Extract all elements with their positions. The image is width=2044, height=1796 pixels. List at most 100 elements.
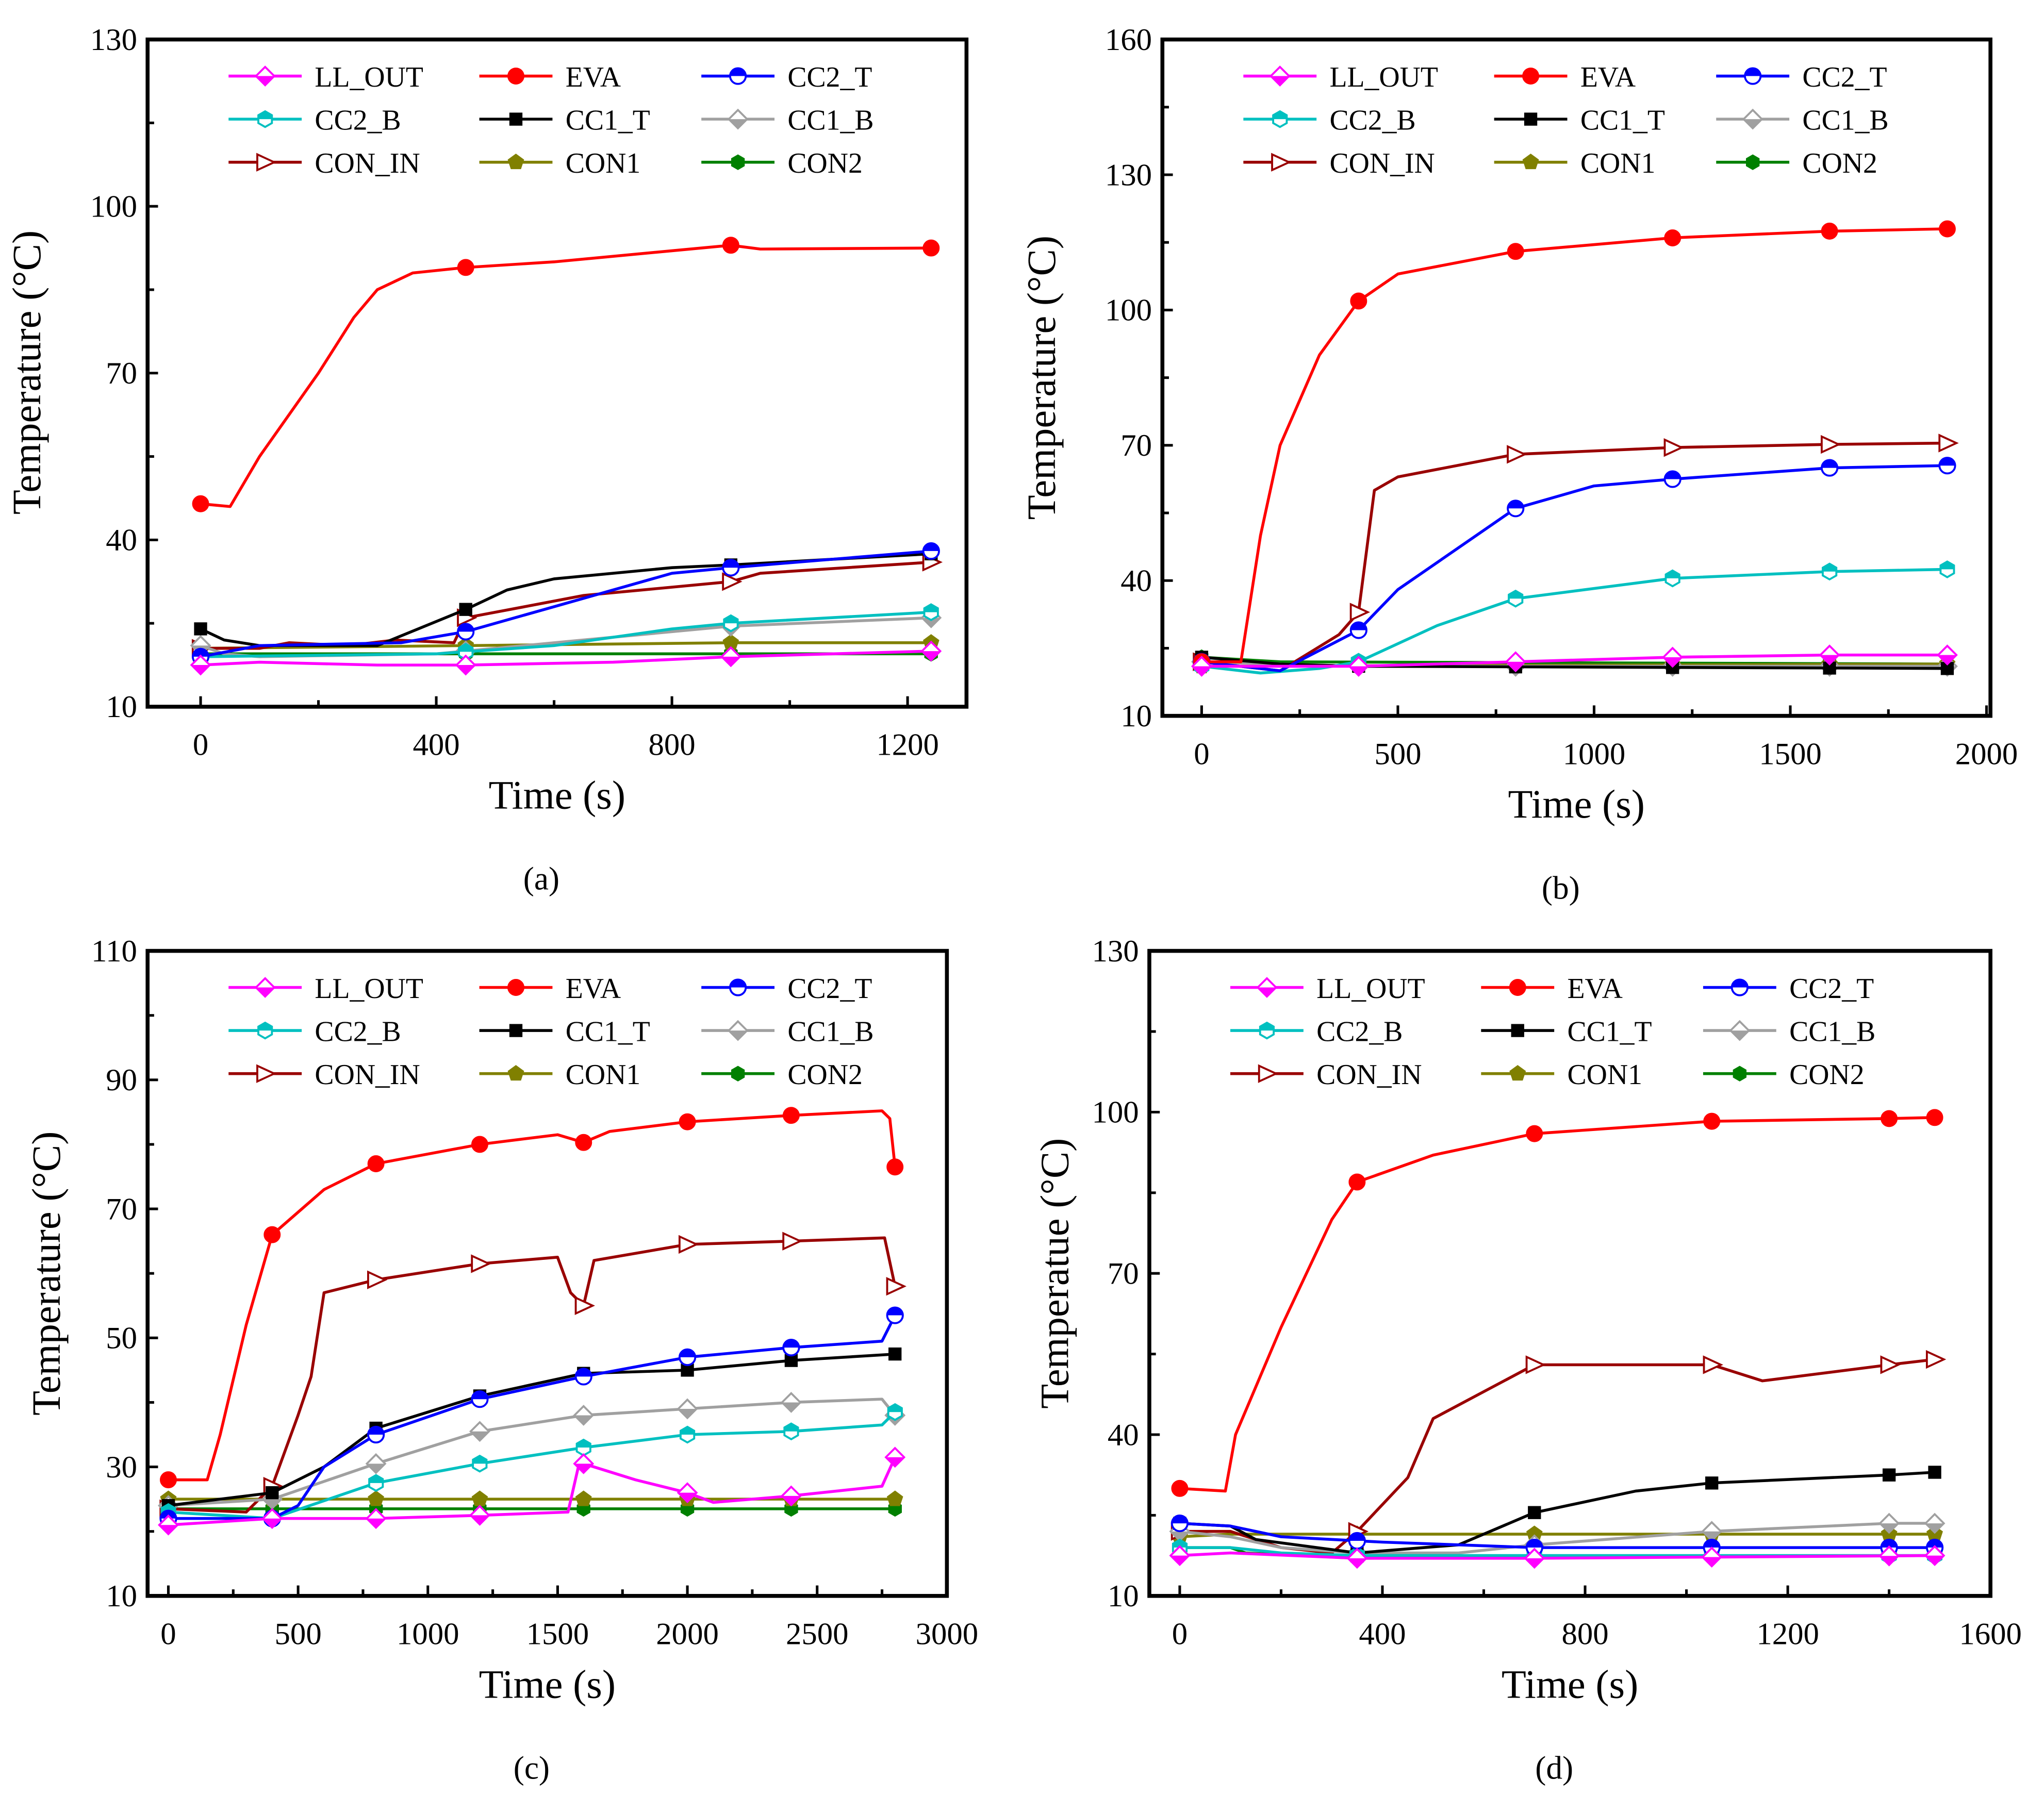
data-point-marker <box>575 1490 592 1506</box>
chart-panel-b: 10 40 70 100 130 160 0 500 1000 1500 2000 Time (s) T… <box>1019 23 2018 906</box>
y-tick-label: 130 <box>1105 158 1152 192</box>
legend: LL_OUT EVA CC2_T CC2_B CC1_T CC1_B CON_IN CON1 C… <box>1243 61 1889 179</box>
data-point-marker-fill <box>678 1408 697 1418</box>
data-point-marker <box>575 1134 592 1151</box>
data-point-marker <box>1348 1173 1366 1191</box>
data-point-marker <box>367 1270 388 1289</box>
data-point-marker-fill <box>783 1339 799 1348</box>
legend-label: CC2_T <box>787 61 872 93</box>
data-point-marker <box>1526 1525 1543 1541</box>
data-point-marker-fill <box>782 1495 801 1505</box>
legend-label: LL_OUT <box>315 61 423 93</box>
data-point-marker-fill <box>1822 563 1837 572</box>
series-con_in <box>1171 1350 1947 1555</box>
data-point-marker <box>471 1254 491 1273</box>
data-point-marker <box>160 1471 177 1489</box>
y-tick-label: 90 <box>106 1063 137 1097</box>
data-point-marker <box>459 603 472 616</box>
y-tick-label: 100 <box>90 189 137 224</box>
legend-marker-fill <box>1258 987 1276 997</box>
legend-marker <box>1733 1066 1747 1082</box>
x-axis-label: Time (s) <box>479 1661 616 1706</box>
x-tick-label: 1500 <box>1759 737 1822 771</box>
legend-marker-fill <box>256 987 274 997</box>
legend-item-cc2_t: CC2_T <box>1703 973 1874 1005</box>
legend-item-con2: CON2 <box>701 147 863 179</box>
legend-item-ll_out: LL_OUT <box>228 61 423 93</box>
legend-marker <box>256 1064 277 1083</box>
data-point-marker-fill <box>923 543 939 551</box>
panel-label: (b) <box>1542 870 1580 906</box>
data-point-marker-fill <box>574 1464 593 1473</box>
y-tick-label: 70 <box>1120 428 1152 463</box>
y-tick-label: 70 <box>106 356 137 391</box>
y-tick-label: 160 <box>1105 23 1152 57</box>
data-point-marker-fill <box>1192 666 1211 676</box>
data-point-marker-fill <box>1704 1539 1720 1548</box>
data-point-marker-fill <box>263 1518 282 1528</box>
data-point-marker <box>194 622 207 636</box>
legend-item-con_in: CON_IN <box>228 1059 420 1091</box>
y-tick-label: 50 <box>106 1321 137 1356</box>
data-point-marker <box>722 237 739 254</box>
data-point-marker <box>471 1136 488 1153</box>
series-ll_out <box>190 640 942 676</box>
data-point-marker-fill <box>1349 1533 1365 1541</box>
series-line <box>200 244 931 508</box>
legend-label: CON2 <box>787 1059 862 1091</box>
data-point-marker-fill <box>1173 1539 1187 1548</box>
data-point-marker <box>1528 1506 1541 1519</box>
y-tick-label: 10 <box>106 1579 137 1614</box>
series-line <box>1179 1471 1935 1555</box>
legend-label: EVA <box>566 973 621 1005</box>
legend-marker-fill <box>729 119 747 128</box>
data-point-marker-fill <box>1939 458 1955 466</box>
legend-label: CC2_B <box>1316 1016 1403 1047</box>
data-point-marker-fill <box>724 615 738 624</box>
data-point-marker-fill <box>1350 622 1367 630</box>
data-point-marker <box>1349 603 1371 622</box>
data-point-marker <box>886 1158 904 1176</box>
legend-label: CC1_B <box>1789 1016 1875 1047</box>
legend-marker-fill <box>1730 1030 1749 1040</box>
y-tick-label: 110 <box>91 934 137 969</box>
legend-item-eva: EVA <box>479 61 621 93</box>
legend-marker <box>1522 153 1539 170</box>
legend-marker <box>1522 68 1540 85</box>
legend-item-ll_out: LL_OUT <box>1230 973 1425 1005</box>
legend-marker <box>731 1066 745 1082</box>
legend-item-eva: EVA <box>479 973 621 1005</box>
data-point-marker-fill <box>1526 1539 1542 1548</box>
data-point-marker <box>1928 1466 1941 1479</box>
data-point-marker-fill <box>1664 471 1680 479</box>
legend-label: CC1_B <box>787 1016 873 1047</box>
legend-label: CON2 <box>787 147 862 179</box>
series-cc1_t <box>194 547 938 647</box>
legend-marker-fill <box>730 979 746 988</box>
y-tick-label: 70 <box>106 1192 137 1226</box>
data-point-marker-fill <box>1820 655 1839 664</box>
legend-marker <box>1271 153 1292 172</box>
x-tick-label: 400 <box>1359 1617 1406 1652</box>
series-cc1_t <box>1173 1466 1941 1560</box>
legend-item-cc2_t: CC2_T <box>701 973 872 1005</box>
panel-label: (d) <box>1535 1750 1573 1786</box>
y-tick-label: 10 <box>1120 699 1152 734</box>
data-point-marker <box>782 1232 803 1251</box>
series-line <box>168 1109 897 1482</box>
data-point-marker <box>574 1296 596 1315</box>
x-tick-label: 1200 <box>876 728 939 762</box>
legend-label: CC1_B <box>1802 104 1888 136</box>
legend-label: CC2_T <box>787 973 872 1005</box>
data-point-marker-fill <box>1348 1558 1366 1568</box>
data-point-marker <box>1938 220 1956 238</box>
series-line <box>1179 1116 1935 1493</box>
legend-item-ll_out: LL_OUT <box>228 973 423 1005</box>
y-tick-label: 10 <box>1108 1579 1139 1614</box>
series-con1 <box>1172 1525 1943 1544</box>
legend-item-con2: CON2 <box>701 1059 863 1091</box>
data-point-marker-fill <box>1880 1523 1899 1533</box>
legend-marker <box>731 154 745 170</box>
legend-marker-fill <box>1744 68 1761 76</box>
data-point-marker <box>471 1490 488 1506</box>
